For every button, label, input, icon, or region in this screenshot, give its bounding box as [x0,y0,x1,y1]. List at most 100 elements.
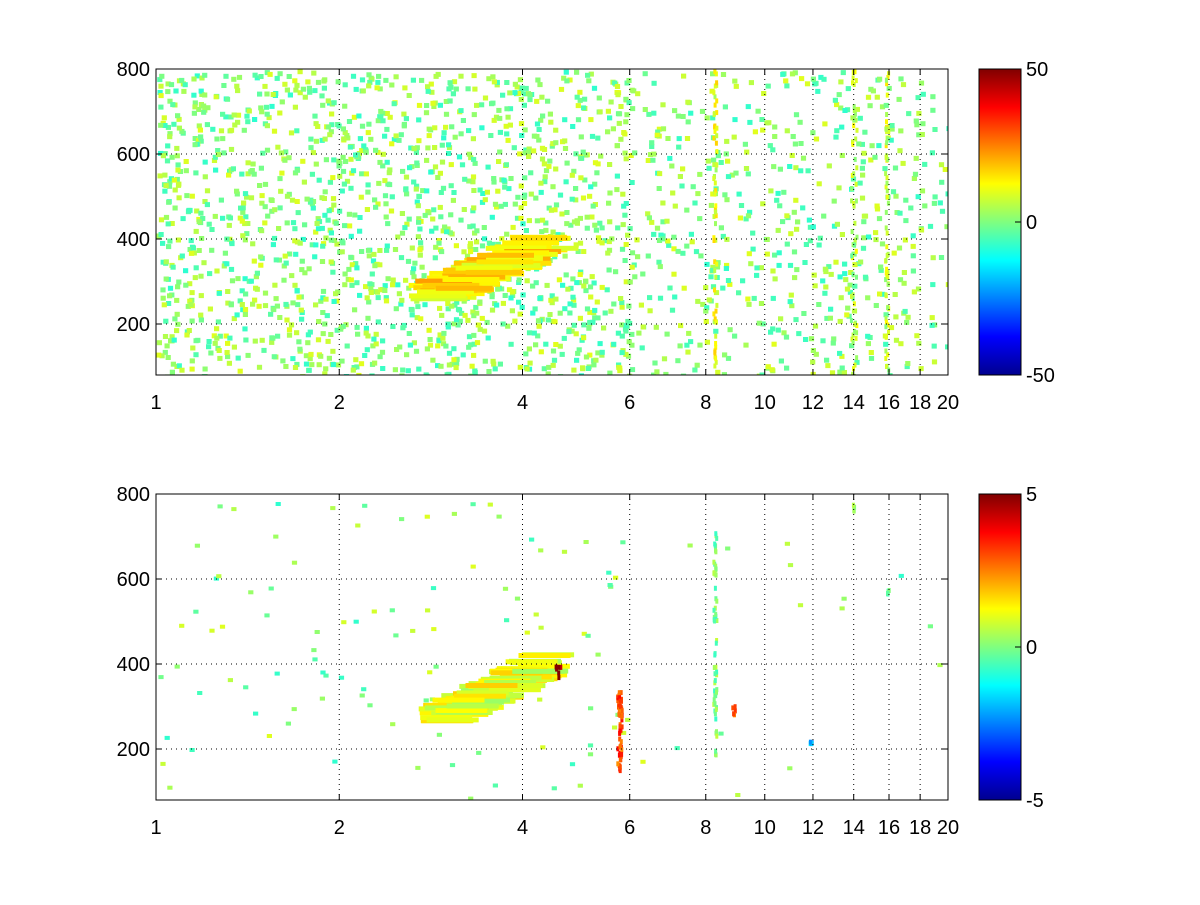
heatmap-cell [451,321,457,327]
heatmap-cell [746,251,752,257]
heatmap-feature-cell [855,165,859,171]
heatmap-cell [671,234,677,240]
heatmap-feature-cell [852,201,856,206]
heatmap-cell [374,85,380,91]
heatmap-cell [613,269,619,275]
heatmap-cell [623,201,629,206]
heatmap-cell [487,502,493,507]
heatmap-cell [191,76,197,82]
heatmap-cell [330,175,336,181]
heatmap-cell [490,358,496,364]
heatmap-feature-cell [715,733,719,739]
heatmap-cell [443,124,449,130]
heatmap-cell [492,783,498,788]
heatmap-feature-cell [714,611,718,617]
heatmap-cell [420,188,426,194]
heatmap-cell [213,167,219,173]
heatmap-cell [470,136,476,142]
heatmap-cell [553,296,559,302]
heatmap-cell [562,253,568,259]
heatmap-cell [788,292,794,298]
heatmap-cell [363,330,369,336]
heatmap-cell [281,277,287,283]
heatmap-cell [675,248,681,254]
heatmap-cell [777,166,783,172]
heatmap-cell [174,153,180,159]
heatmap-cell [350,168,357,174]
heatmap-cell [297,346,303,352]
heatmap-cell [431,207,437,213]
heatmap-cell [397,344,403,350]
heatmap-feature-cell [618,724,622,730]
heatmap-cell [601,325,607,331]
heatmap-cell [920,121,926,127]
heatmap-cell [577,272,583,277]
heatmap-cell [496,159,502,164]
heatmap-feature-cell [808,739,812,745]
heatmap-cell [512,81,518,87]
heatmap-cell [257,183,263,188]
heatmap-cell [194,543,200,548]
heatmap-cell [724,197,730,203]
heatmap-cell [409,312,415,318]
heatmap-cell [494,79,500,85]
heatmap-cell [710,191,716,197]
heatmap-cell [645,253,651,259]
heatmap-feature-cell [851,80,854,86]
heatmap-cell [214,268,220,274]
heatmap-cell [214,326,220,332]
heatmap-cell [784,83,790,89]
heatmap-cell [290,356,296,362]
heatmap-cell [353,619,359,624]
heatmap-cell [674,746,680,751]
heatmap-cell [273,534,279,539]
heatmap-cell [325,98,331,104]
heatmap-cell [751,295,757,301]
heatmap-cell [858,259,864,265]
heatmap-cell [804,81,811,87]
heatmap-cell [470,208,476,214]
heatmap-cell [323,157,329,163]
heatmap-feature-cell [713,585,717,591]
x-tick-label: 14 [843,817,865,839]
heatmap-feature-cell [731,705,735,711]
heatmap-cell [482,358,488,364]
heatmap-feature-cell [714,319,718,325]
heatmap-cell [199,92,205,97]
heatmap-cell [375,295,381,301]
heatmap-cell [181,88,187,94]
heatmap-cell [231,316,237,322]
heatmap-feature-cell [557,670,561,676]
heatmap-cell [275,144,281,150]
heatmap-cell [745,171,751,177]
heatmap-cell [160,153,166,159]
heatmap-cell [221,150,227,156]
heatmap-cell [929,322,935,328]
heatmap-cell [426,126,432,132]
bottom-grid [156,494,948,800]
heatmap-cell [654,225,661,231]
heatmap-cell [459,162,466,168]
heatmap-cell [380,366,386,371]
heatmap-cell [224,261,230,267]
heatmap-cell [931,200,937,206]
heatmap-cell [380,163,386,169]
heatmap-cell [887,373,893,375]
heatmap-cell [544,282,550,288]
heatmap-cell [184,332,190,338]
heatmap-cell [364,207,370,212]
heatmap-cell [578,373,584,375]
heatmap-cell [898,76,904,82]
heatmap-cell [720,72,727,77]
heatmap-cell [160,761,166,766]
heatmap-cell [437,305,443,311]
x-tick-label: 20 [937,817,959,839]
heatmap-cell [666,242,672,248]
heatmap-cell [797,119,803,125]
heatmap-cell [167,131,173,137]
heatmap-cell [827,315,833,321]
heatmap-cell [868,355,875,361]
heatmap-cell [689,239,695,245]
heatmap-cell [760,127,766,133]
heatmap-feature-cell [712,238,716,243]
